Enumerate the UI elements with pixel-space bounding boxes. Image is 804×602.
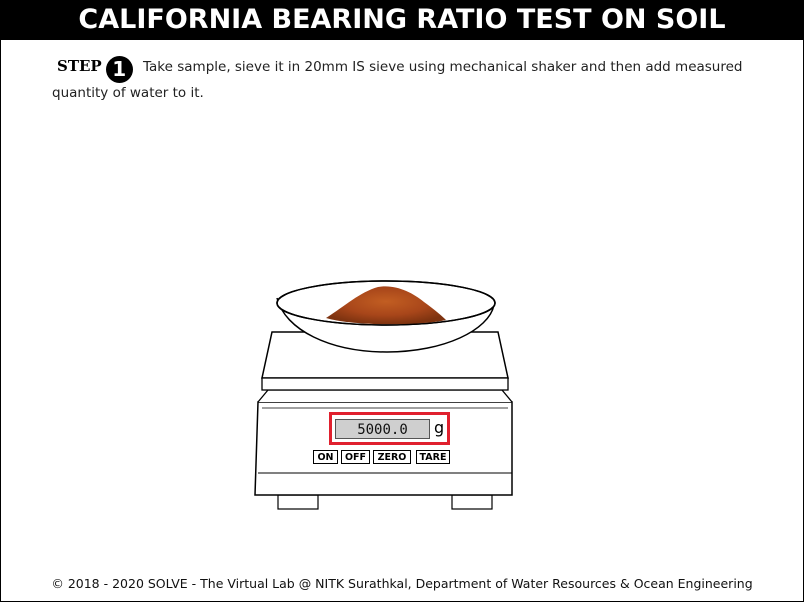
weighing-scale [254,280,513,510]
display-highlight [329,412,450,445]
soil-sample [326,286,446,325]
on-button[interactable]: ON [313,450,338,464]
weight-unit: g [434,418,445,437]
step-instruction: STEP 1 Take sample, sieve it in 20mm IS s… [52,56,792,104]
page-title: CALIFORNIA BEARING RATIO TEST ON SOIL [0,0,804,40]
step-label: STEP [57,57,102,75]
scale-foot-left [277,494,319,510]
weight-display: 5000.0 [335,419,430,439]
off-button[interactable]: OFF [341,450,370,464]
zero-button[interactable]: ZERO [373,450,411,464]
step-text: Take sample, sieve it in 20mm IS sieve u… [52,59,743,101]
footer-copyright: © 2018 - 2020 SOLVE - The Virtual Lab @ … [51,576,753,591]
tare-button[interactable]: TARE [416,450,450,464]
step-number-badge: 1 [105,56,133,83]
scale-foot-right [451,494,493,510]
